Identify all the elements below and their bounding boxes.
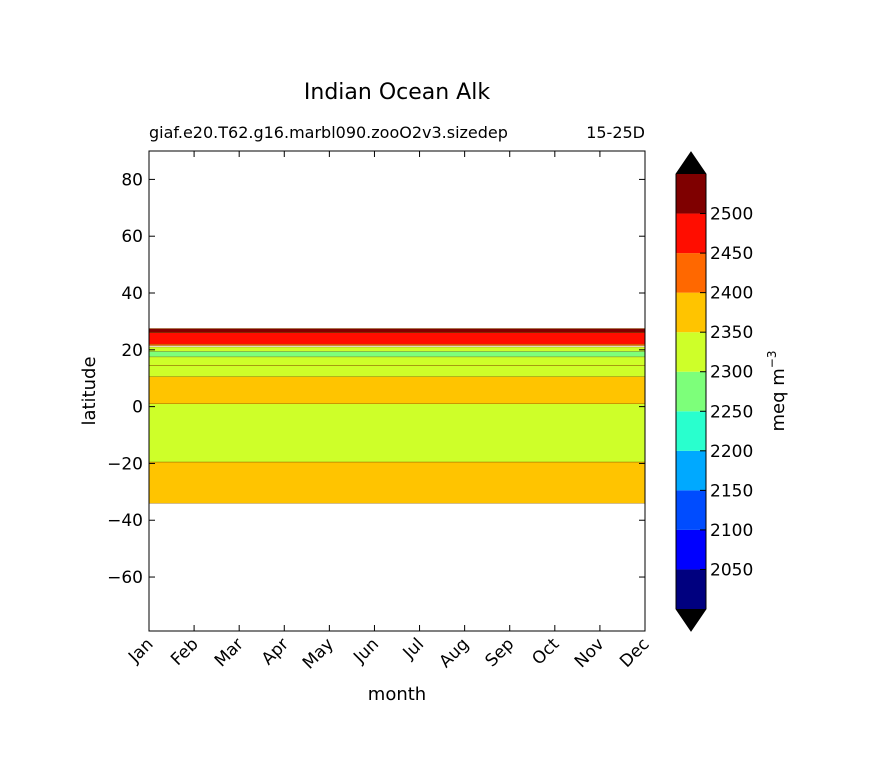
colorbar-tick-label: 2200 bbox=[710, 442, 753, 462]
x-tick-label: Sep bbox=[481, 634, 518, 671]
colorbar-tick-label: 2150 bbox=[710, 481, 753, 501]
y-axis-ticks: 80 60 40 20 0 −20 −40 −60 bbox=[107, 170, 645, 588]
x-tick-label: Apr bbox=[258, 634, 293, 669]
x-tick-label: May bbox=[299, 634, 338, 673]
colorbar-tick-label: 2250 bbox=[710, 402, 753, 422]
y-tick-label: 0 bbox=[132, 398, 143, 418]
chart-subtitle-left: giaf.e20.T62.g16.marbl090.zooO2v3.sizede… bbox=[149, 123, 508, 142]
plot-area bbox=[149, 151, 645, 631]
colorbar-tick-label: 2050 bbox=[710, 560, 753, 580]
contour-band-2250-2300 bbox=[149, 351, 645, 358]
x-tick-label: Dec bbox=[616, 634, 653, 671]
x-tick-label: Jul bbox=[399, 634, 428, 663]
x-tick-label: Feb bbox=[167, 634, 202, 669]
x-tick-label: Jan bbox=[124, 634, 157, 667]
colorbar-label: meq m−3 bbox=[765, 351, 789, 432]
y-axis-label: latitude bbox=[79, 356, 100, 425]
contour-band-2500-2550 bbox=[149, 328, 645, 333]
colorbar-tick-label: 2100 bbox=[710, 521, 753, 541]
contour-band-2300-2350 bbox=[149, 365, 645, 377]
colorbar-segment bbox=[676, 253, 706, 293]
y-tick-label: 60 bbox=[121, 227, 143, 247]
y-tick-label: 40 bbox=[121, 284, 143, 304]
svg-text:meq m−3: meq m−3 bbox=[765, 351, 789, 432]
colorbar-segment bbox=[676, 213, 706, 254]
colorbar-tick-label: 2300 bbox=[710, 363, 753, 383]
y-tick-label: −20 bbox=[107, 454, 143, 474]
contour-band-2350-2400 bbox=[149, 461, 645, 504]
colorbar: 2050 2100 2150 2200 2250 2300 2350 2400 2450 2500 bbox=[675, 151, 753, 632]
colorbar-segment bbox=[676, 569, 706, 609]
x-axis-label: month bbox=[368, 684, 426, 705]
colorbar-extend-top bbox=[676, 152, 706, 174]
x-tick-label: Jun bbox=[349, 634, 383, 668]
x-tick-label: Oct bbox=[528, 634, 563, 669]
colorbar-segment bbox=[676, 371, 706, 412]
colorbar-segment bbox=[676, 332, 706, 372]
contour-band-2300-2350 bbox=[149, 403, 645, 463]
colorbar-segment bbox=[676, 529, 706, 570]
x-tick-label: Aug bbox=[436, 634, 474, 672]
y-tick-label: 20 bbox=[121, 341, 143, 361]
contour-band-2350-2400 bbox=[149, 376, 645, 404]
colorbar-label-exponent: −3 bbox=[765, 351, 779, 369]
y-tick-label: −60 bbox=[107, 568, 143, 588]
colorbar-extend-bottom bbox=[676, 609, 706, 631]
plot-frame bbox=[148, 150, 646, 632]
colorbar-tick-label: 2500 bbox=[710, 205, 753, 225]
colorbar-tick-label: 2400 bbox=[710, 284, 753, 304]
colorbar-tick-label: 2450 bbox=[710, 244, 753, 264]
y-tick-label: 80 bbox=[121, 170, 143, 190]
colorbar-tick-label: 2350 bbox=[710, 323, 753, 343]
colorbar-segment bbox=[676, 292, 706, 333]
colorbar-segment bbox=[676, 411, 706, 451]
colorbar-segment bbox=[676, 450, 706, 491]
colorbar-segment bbox=[676, 490, 706, 530]
colorbar-outline bbox=[675, 151, 707, 632]
chart-title: Indian Ocean Alk bbox=[304, 80, 490, 105]
colorbar-segment bbox=[676, 174, 706, 214]
chart-subtitle-right: 15-25D bbox=[586, 123, 645, 142]
y-tick-label: −40 bbox=[107, 511, 143, 531]
x-tick-label: Nov bbox=[571, 634, 609, 672]
contour-fills bbox=[149, 328, 645, 504]
contour-band-2450-2500 bbox=[149, 332, 645, 345]
x-tick-label: Mar bbox=[211, 634, 248, 671]
colorbar-label-base: meq m bbox=[768, 368, 789, 431]
